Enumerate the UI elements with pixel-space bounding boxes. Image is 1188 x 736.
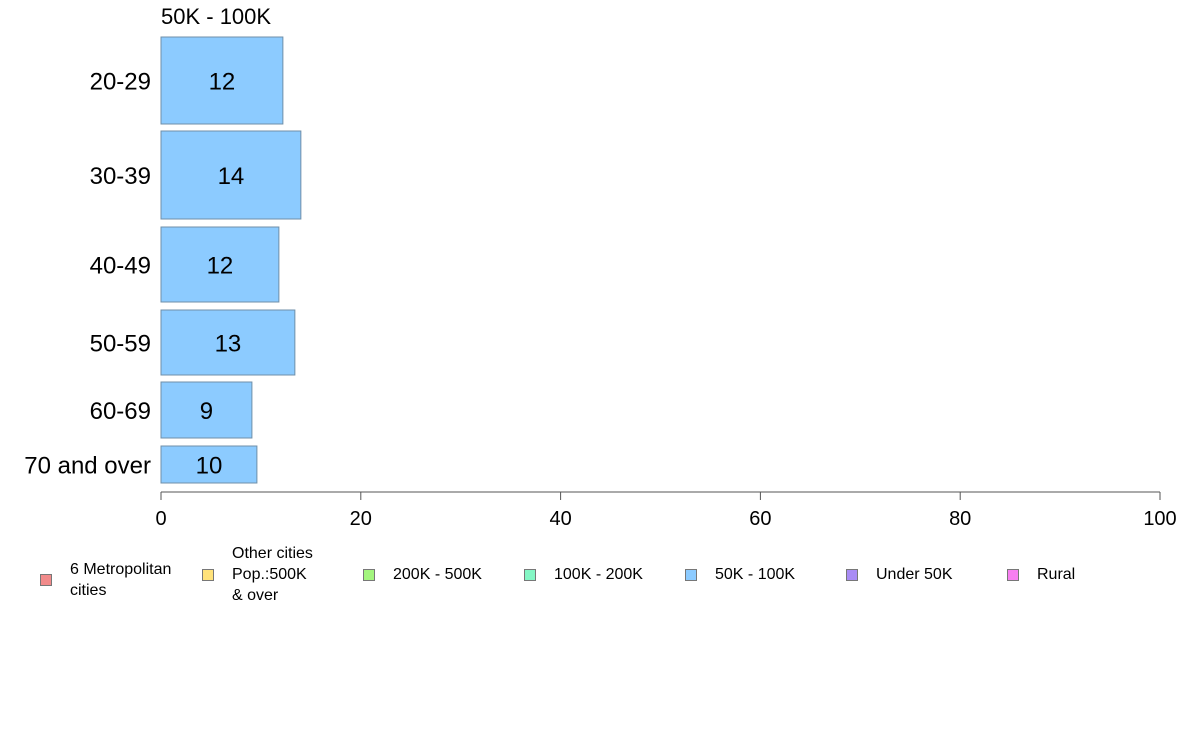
category-label: 30-39 [90,163,151,190]
bar-value-label: 12 [209,69,236,96]
legend-swatch [1007,568,1019,581]
legend-swatch [363,568,375,581]
category-label: 70 and over [24,453,151,480]
legend-label: Under 50K [876,566,953,583]
panel-title: 50K - 100K [161,4,272,29]
legend-label: Rural [1037,566,1076,583]
legend-label: Other cities Pop.:500K & over [232,545,313,604]
bar [160,381,253,439]
category-label: 60-69 [90,398,151,425]
x-tick-label: 60 [749,508,771,530]
x-tick-label: 40 [549,508,571,530]
legend-item-100k-200k: 100K - 200K [524,564,643,585]
x-tick-label: 0 [155,508,166,530]
legend-swatch [685,568,697,581]
bar-value-label: 12 [207,253,234,280]
legend-label: 50K - 100K [715,566,796,583]
legend-swatch [40,574,52,586]
legend-item-metropolitan: 6 Metropolitan cities [40,559,171,601]
legend: 6 Metropolitan cities Other cities Pop.:… [0,540,1188,620]
bar [160,309,296,376]
category-label: 20-29 [90,69,151,96]
legend-label: 200K - 500K [393,566,482,583]
legend-item-50k-100k: 50K - 100K [685,564,795,585]
legend-label: 6 Metropolitan cities [70,561,172,599]
bar [160,36,284,125]
legend-item-other-cities: Other cities Pop.:500K & over [202,543,313,606]
legend-item-rural: Rural [1007,564,1075,585]
legend-label: 100K - 200K [554,566,643,583]
bar-value-label: 9 [200,398,213,425]
bar [160,445,258,484]
category-label: 50-59 [90,331,151,358]
bar [160,130,302,220]
legend-swatch [524,568,536,581]
bar-value-label: 10 [196,453,223,480]
x-tick-label: 20 [350,508,372,530]
bar-value-label: 14 [218,163,245,190]
category-label: 40-49 [90,253,151,280]
x-tick-label: 100 [1143,508,1176,530]
legend-item-under-50k: Under 50K [846,564,953,585]
legend-swatch [846,568,858,581]
legend-swatch [202,568,214,581]
legend-item-200k-500k: 200K - 500K [363,564,482,585]
bar [160,226,280,303]
x-tick-label: 80 [949,508,971,530]
bar-value-label: 13 [215,331,242,358]
bar-chart: 12 20-29 14 30-39 12 40-49 13 50-59 9 60-69 10 70 a… [24,36,1177,530]
